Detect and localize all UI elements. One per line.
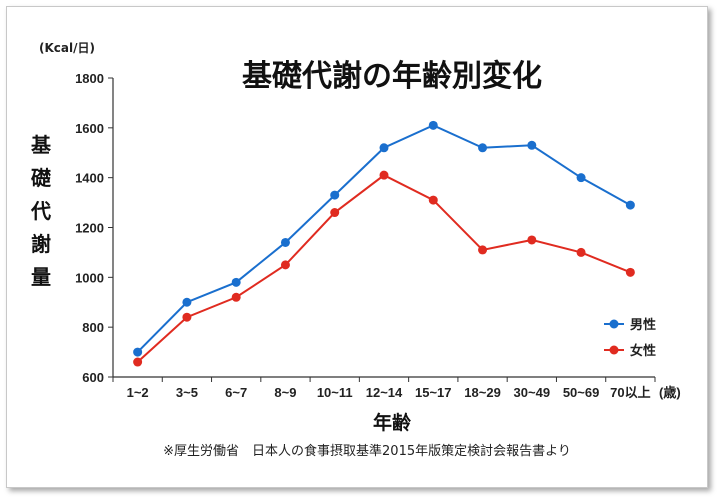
data-point: [379, 143, 389, 153]
line-chart: 基礎代謝の年齢別変化 (Kcal/日) 年齢 ※厚生労働省 日本人の食事摂取基準…: [30, 41, 681, 459]
data-point: [330, 208, 340, 218]
data-point: [428, 195, 438, 205]
data-point: [428, 120, 438, 130]
series-line: [136, 124, 631, 353]
series-line: [136, 174, 631, 363]
y-axis-label-char: 基: [31, 133, 52, 157]
data-point: [231, 277, 241, 287]
series-layer: [133, 120, 635, 367]
x-tick-label: 8~9: [274, 385, 296, 400]
legend-marker: [609, 345, 619, 355]
x-tick-label: 6~7: [225, 385, 247, 400]
series-1: [133, 120, 635, 357]
data-point: [379, 170, 389, 180]
y-tick-label: 1000: [75, 270, 104, 285]
x-axis-label: 年齢: [373, 411, 412, 434]
x-tick-label: 30~49: [514, 385, 551, 400]
data-point: [231, 292, 241, 302]
legend-label: 女性: [630, 343, 656, 359]
series-2: [133, 170, 635, 367]
y-axis-label-char: 量: [31, 265, 51, 289]
unit-label: (Kcal/日): [39, 41, 95, 55]
x-tick-label: 15~17: [415, 385, 452, 400]
x-tick-label: 12~14: [366, 385, 403, 400]
data-point: [527, 235, 537, 245]
data-point: [625, 200, 635, 210]
data-point: [133, 347, 143, 357]
y-tick-label: 600: [82, 370, 104, 385]
y-axis-label-char: 礎: [31, 166, 52, 190]
x-tick-label: 18~29: [464, 385, 501, 400]
legend-label: 男性: [630, 317, 656, 333]
data-point: [478, 143, 488, 153]
y-tick-label: 1200: [75, 221, 104, 236]
chart-title: 基礎代謝の年齢別変化: [242, 59, 542, 94]
x-tick-label: 50~69: [563, 385, 600, 400]
data-point: [280, 260, 290, 270]
data-point: [182, 312, 192, 322]
y-tick-label: 1400: [75, 171, 104, 186]
data-point: [330, 190, 340, 200]
data-point: [625, 267, 635, 277]
data-point: [133, 357, 143, 367]
chart-frame: 基礎代謝の年齢別変化 (Kcal/日) 年齢 ※厚生労働省 日本人の食事摂取基準…: [6, 6, 708, 488]
data-point: [576, 247, 586, 257]
y-tick-label: 1800: [75, 71, 104, 86]
x-tick-label: 1~2: [127, 385, 149, 400]
y-axis-label-char: 謝: [31, 232, 51, 256]
x-unit-label: (歳): [659, 385, 681, 400]
legend-marker: [609, 319, 619, 329]
x-tick-label: 70以上: [610, 385, 650, 400]
source-note: ※厚生労働省 日本人の食事摂取基準2015年版策定検討会報告書より: [163, 443, 571, 459]
y-tick-label: 1600: [75, 121, 104, 136]
data-point: [576, 173, 586, 183]
x-tick-label: 10~11: [317, 385, 353, 400]
data-point: [478, 245, 488, 255]
data-point: [280, 237, 290, 247]
data-point: [182, 297, 192, 307]
y-axis-label-char: 代: [30, 199, 51, 223]
axes: 600 800 1000 1200 1400 1600 1800 1~2 3~5 6~7 8~9 10…: [75, 71, 681, 400]
y-tick-label: 800: [82, 320, 104, 335]
x-tick-label: 3~5: [176, 385, 198, 400]
data-point: [527, 140, 537, 150]
